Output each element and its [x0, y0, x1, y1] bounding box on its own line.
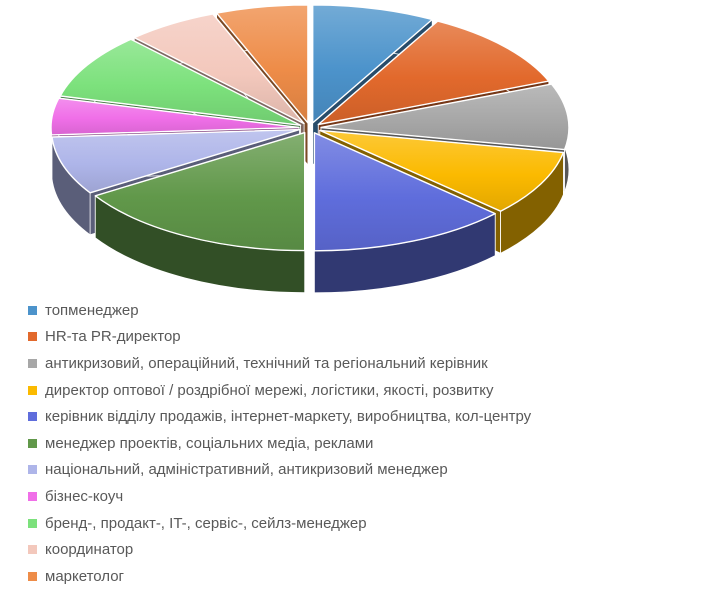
- legend-item: координатор: [28, 536, 531, 563]
- pie-slice: [319, 129, 565, 212]
- legend-swatch: [28, 465, 37, 475]
- legend-swatch: [28, 358, 37, 368]
- pie-slice: [51, 128, 301, 194]
- legend-label: антикризовий, операційний, технічний та …: [45, 354, 488, 372]
- legend-item: HR-та PR-директор: [28, 324, 531, 351]
- pie-slice: [312, 4, 433, 124]
- legend-label: координатор: [45, 541, 134, 559]
- legend-label: національний, адміністративний, антикриз…: [45, 461, 448, 479]
- legend-label: бренд-, продакт-, IT-, сервіс-, сейлз-ме…: [45, 514, 367, 532]
- legend-label: менеджер проектів, соціальних медіа, рек…: [45, 434, 374, 452]
- legend-label: топменеджер: [45, 301, 139, 319]
- pie-slice: [50, 97, 300, 136]
- legend-item: менеджер проектів, соціальних медіа, рек…: [28, 430, 531, 457]
- legend-swatch: [28, 545, 37, 555]
- legend-swatch: [28, 438, 37, 448]
- legend-item: маркетолог: [28, 563, 531, 590]
- legend-label: керівник відділу продажів, інтернет-марк…: [45, 408, 532, 426]
- pie-slice: [317, 20, 550, 126]
- legend-label: директор оптової / роздрібної мережі, ло…: [45, 381, 494, 399]
- pie-chart: [50, 4, 570, 294]
- legend-swatch: [28, 518, 37, 528]
- legend-swatch: [28, 412, 37, 422]
- pie-slice: [94, 131, 306, 252]
- legend-item: національний, адміністративний, антикриз…: [28, 457, 531, 484]
- legend-swatch: [28, 571, 37, 581]
- pie-slice: [320, 83, 570, 151]
- legend-item: бренд-, продакт-, IT-, сервіс-, сейлз-ме…: [28, 510, 531, 537]
- legend-item: антикризовий, операційний, технічний та …: [28, 350, 531, 377]
- pie-slice: [215, 4, 309, 124]
- legend-item: керівник відділу продажів, інтернет-марк…: [28, 403, 531, 430]
- pie-slice: [59, 38, 302, 126]
- legend-label: маркетолог: [45, 567, 125, 585]
- legend-swatch: [28, 385, 37, 395]
- legend-item: бізнес-коуч: [28, 483, 531, 510]
- pie-slice: [133, 13, 305, 125]
- pie-slice: [313, 132, 496, 252]
- legend-swatch: [28, 491, 37, 501]
- legend-swatch: [28, 305, 37, 315]
- legend-label: бізнес-коуч: [45, 487, 124, 505]
- legend-swatch: [28, 332, 37, 342]
- legend-item: директор оптової / роздрібної мережі, ло…: [28, 377, 531, 404]
- legend-item: топменеджер: [28, 297, 531, 324]
- legend: топменеджер HR-та PR-директор антикризовий…: [28, 297, 531, 590]
- legend-label: HR-та PR-директор: [45, 328, 181, 346]
